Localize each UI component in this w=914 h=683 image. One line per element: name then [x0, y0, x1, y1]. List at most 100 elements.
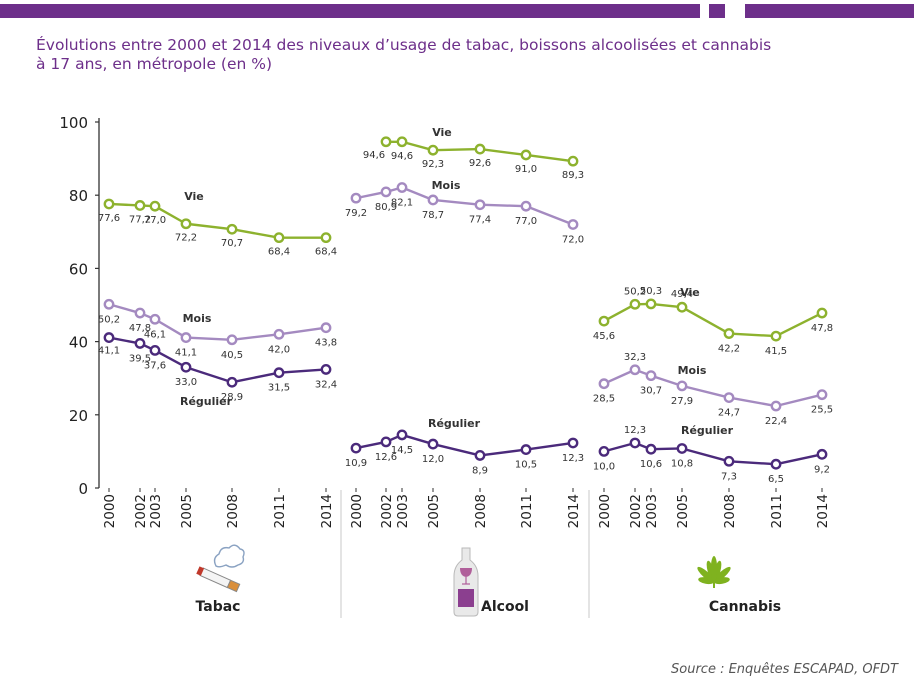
data-point	[676, 443, 688, 454]
data-point	[396, 182, 408, 193]
header-bar	[0, 4, 700, 18]
data-point	[816, 448, 828, 460]
y-tick-label: 40	[69, 334, 88, 352]
data-label: 80,9	[375, 202, 397, 213]
data-point	[320, 232, 332, 244]
data-label: 12,6	[375, 452, 397, 463]
data-label: 50,2	[624, 286, 646, 297]
x-tick-label: 2014	[566, 494, 582, 528]
data-point	[816, 389, 828, 401]
data-label: 32,4	[315, 379, 337, 390]
data-label: 12,3	[562, 453, 584, 464]
x-tick-label: 2005	[179, 494, 195, 528]
data-point	[180, 218, 192, 230]
data-point	[134, 307, 146, 319]
data-label: 77,4	[469, 215, 491, 226]
data-point	[770, 400, 782, 412]
x-tick-label: 2002	[379, 494, 395, 528]
data-point	[723, 328, 735, 339]
data-label: 78,7	[422, 210, 444, 221]
data-point	[598, 315, 610, 327]
data-point	[567, 437, 579, 449]
x-tick-label: 2003	[644, 494, 660, 528]
data-point	[474, 450, 486, 461]
x-tick-label: 2008	[473, 494, 489, 528]
cigarette-icon	[196, 544, 245, 593]
data-point	[520, 200, 532, 212]
data-point	[226, 376, 238, 388]
data-point	[567, 155, 579, 167]
data-label: 94,6	[363, 150, 385, 161]
x-tick-label: 2005	[426, 494, 442, 528]
data-point	[350, 442, 362, 454]
data-point	[320, 322, 332, 334]
data-label: 7,3	[721, 471, 737, 482]
data-label: 24,7	[718, 408, 740, 419]
data-point	[226, 223, 238, 235]
data-label: 89,3	[562, 170, 584, 181]
data-point	[180, 361, 192, 373]
data-label: 50,3	[640, 286, 662, 297]
data-point	[103, 298, 115, 310]
data-label: 42,0	[268, 344, 290, 355]
data-label: 8,9	[472, 465, 488, 476]
data-point	[645, 298, 657, 310]
series-name-label: Mois	[678, 364, 707, 377]
data-label: 31,5	[268, 383, 290, 394]
series-line-cannabis-mois	[603, 368, 823, 408]
data-point	[816, 307, 828, 319]
data-label: 25,5	[811, 405, 833, 416]
data-point	[629, 298, 641, 310]
y-tick-label: 80	[69, 187, 88, 205]
data-point	[350, 192, 362, 204]
series-name-label: Régulier	[180, 395, 233, 408]
x-tick-label: 2002	[133, 494, 149, 528]
data-point	[103, 332, 115, 343]
data-point	[134, 338, 146, 349]
data-label: 50,2	[98, 314, 120, 325]
x-tick-label: 2002	[628, 494, 644, 528]
data-point	[676, 301, 688, 313]
x-tick-label: 2011	[519, 494, 535, 528]
data-point	[567, 219, 579, 230]
bottle-glass-icon	[453, 547, 479, 617]
data-label: 33,0	[175, 377, 197, 388]
data-point	[380, 136, 392, 148]
x-tick-label: 2011	[272, 494, 288, 528]
series-name-label: Régulier	[428, 417, 481, 430]
data-label: 46,1	[144, 329, 166, 340]
data-point	[676, 380, 688, 392]
chart-title-line1: Évolutions entre 2000 et 2014 des niveau…	[36, 36, 772, 54]
data-label: 68,4	[268, 247, 290, 258]
series-name-label: Vie	[432, 126, 452, 139]
x-tick-label: 2000	[102, 494, 118, 528]
data-point	[396, 136, 408, 148]
data-point	[474, 199, 486, 211]
data-label: 30,7	[640, 386, 662, 397]
data-point	[520, 444, 532, 455]
x-tick-label: 2003	[395, 494, 411, 528]
source-note: Source : Enquêtes ESCAPAD, OFDT	[671, 662, 898, 677]
data-point	[629, 437, 641, 449]
data-label: 27,9	[671, 396, 693, 407]
data-point	[380, 436, 392, 448]
series-name-label: Vie	[184, 190, 204, 203]
data-label: 37,6	[144, 360, 166, 371]
data-label: 40,5	[221, 350, 243, 361]
y-tick-label: 20	[69, 407, 88, 425]
series-name-label: Régulier	[681, 424, 734, 437]
data-label: 10,6	[640, 459, 662, 470]
data-point	[427, 438, 439, 450]
data-label: 92,6	[469, 158, 491, 169]
data-label: 47,8	[811, 323, 833, 334]
data-point	[149, 200, 161, 212]
data-point	[273, 328, 285, 340]
x-tick-label: 2011	[769, 494, 785, 528]
data-label: 41,1	[98, 346, 120, 357]
data-label: 47,8	[129, 323, 151, 334]
x-tick-label: 2003	[148, 494, 164, 528]
category-label-alcool: Alcool	[481, 599, 529, 615]
data-label: 10,8	[671, 458, 693, 469]
data-label: 91,0	[515, 164, 537, 175]
